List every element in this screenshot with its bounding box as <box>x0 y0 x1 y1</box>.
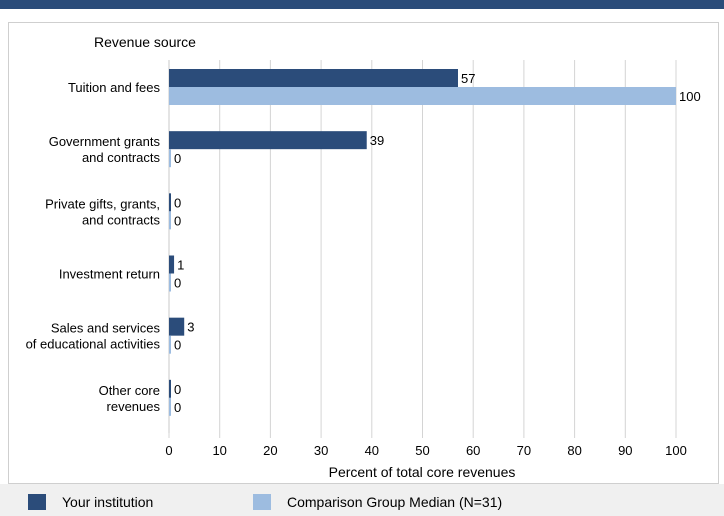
category-label: and contracts <box>82 150 161 165</box>
x-tick-label: 50 <box>415 443 429 458</box>
data-label: 0 <box>174 213 181 228</box>
data-label: 0 <box>174 276 181 291</box>
legend-swatch-comparison-median <box>253 494 271 510</box>
x-tick-label: 0 <box>165 443 172 458</box>
bar <box>169 397 171 416</box>
category-label: of educational activities <box>26 337 161 352</box>
data-label: 0 <box>174 400 181 415</box>
x-tick-label: 40 <box>365 443 379 458</box>
bar <box>169 149 171 168</box>
legend-item-your-institution: Your institution <box>28 494 153 510</box>
bar <box>169 335 171 354</box>
data-label: 0 <box>174 338 181 353</box>
bar <box>169 317 185 336</box>
bar <box>169 211 171 230</box>
data-label: 39 <box>370 133 384 148</box>
category-label: Investment return <box>59 267 160 282</box>
x-tick-label: 80 <box>567 443 581 458</box>
category-label: Sales and services <box>51 321 161 336</box>
legend: Your institution Comparison Group Median… <box>0 484 724 516</box>
category-label: Private gifts, grants, <box>45 196 160 211</box>
x-tick-label: 20 <box>263 443 277 458</box>
data-label: 100 <box>679 89 701 104</box>
category-label: Government grants <box>49 134 161 149</box>
x-tick-label: 10 <box>212 443 226 458</box>
x-tick-labels: 0 10 20 30 40 50 60 70 80 90 100 <box>165 443 686 458</box>
x-tick-label: 100 <box>665 443 687 458</box>
data-label: 0 <box>174 195 181 210</box>
y-axis-title: Revenue source <box>94 34 196 50</box>
category-label: Tuition and fees <box>68 80 161 95</box>
legend-item-comparison-median: Comparison Group Median (N=31) <box>253 494 502 510</box>
legend-label-your-institution: Your institution <box>62 494 154 510</box>
bar <box>169 131 367 150</box>
data-label: 57 <box>461 71 475 86</box>
bar <box>169 379 171 398</box>
data-label: 0 <box>174 382 181 397</box>
category-label: Other core <box>99 383 160 398</box>
bar <box>169 193 171 212</box>
bar <box>169 255 175 274</box>
gridlines <box>168 60 677 438</box>
category-label: and contracts <box>82 212 161 227</box>
x-tick-label: 30 <box>314 443 328 458</box>
x-tick-label: 70 <box>517 443 531 458</box>
data-label: 3 <box>187 320 194 335</box>
bar <box>169 273 171 292</box>
x-axis-title: Percent of total core revenues <box>329 464 516 480</box>
x-tick-label: 90 <box>618 443 632 458</box>
top-banner-bar <box>0 0 724 9</box>
legend-swatch-your-institution <box>28 494 46 510</box>
bar <box>169 87 676 105</box>
category-label: revenues <box>107 399 161 414</box>
data-label: 0 <box>174 151 181 166</box>
x-tick-label: 60 <box>466 443 480 458</box>
bar <box>169 69 458 87</box>
data-label: 1 <box>177 258 184 273</box>
legend-label-comparison-median: Comparison Group Median (N=31) <box>287 494 503 510</box>
